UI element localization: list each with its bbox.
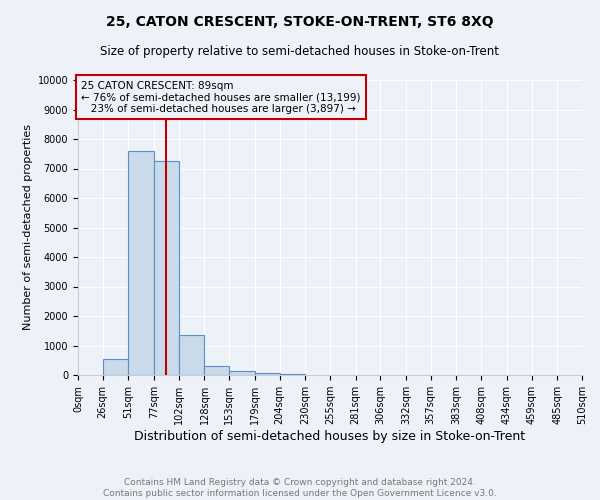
X-axis label: Distribution of semi-detached houses by size in Stoke-on-Trent: Distribution of semi-detached houses by …	[134, 430, 526, 443]
Bar	[103, 359, 128, 375]
Text: Size of property relative to semi-detached houses in Stoke-on-Trent: Size of property relative to semi-detach…	[101, 45, 499, 58]
Bar	[229, 371, 255, 375]
Bar	[154, 161, 179, 375]
Text: 25, CATON CRESCENT, STOKE-ON-TRENT, ST6 8XQ: 25, CATON CRESCENT, STOKE-ON-TRENT, ST6 …	[106, 15, 494, 29]
Bar	[179, 335, 205, 375]
Bar	[255, 372, 280, 375]
Bar	[128, 151, 154, 375]
Bar	[205, 366, 229, 375]
Text: 25 CATON CRESCENT: 89sqm
← 76% of semi-detached houses are smaller (13,199)
   2: 25 CATON CRESCENT: 89sqm ← 76% of semi-d…	[81, 80, 361, 114]
Text: Contains HM Land Registry data © Crown copyright and database right 2024.
Contai: Contains HM Land Registry data © Crown c…	[103, 478, 497, 498]
Bar	[280, 374, 305, 375]
Y-axis label: Number of semi-detached properties: Number of semi-detached properties	[23, 124, 34, 330]
